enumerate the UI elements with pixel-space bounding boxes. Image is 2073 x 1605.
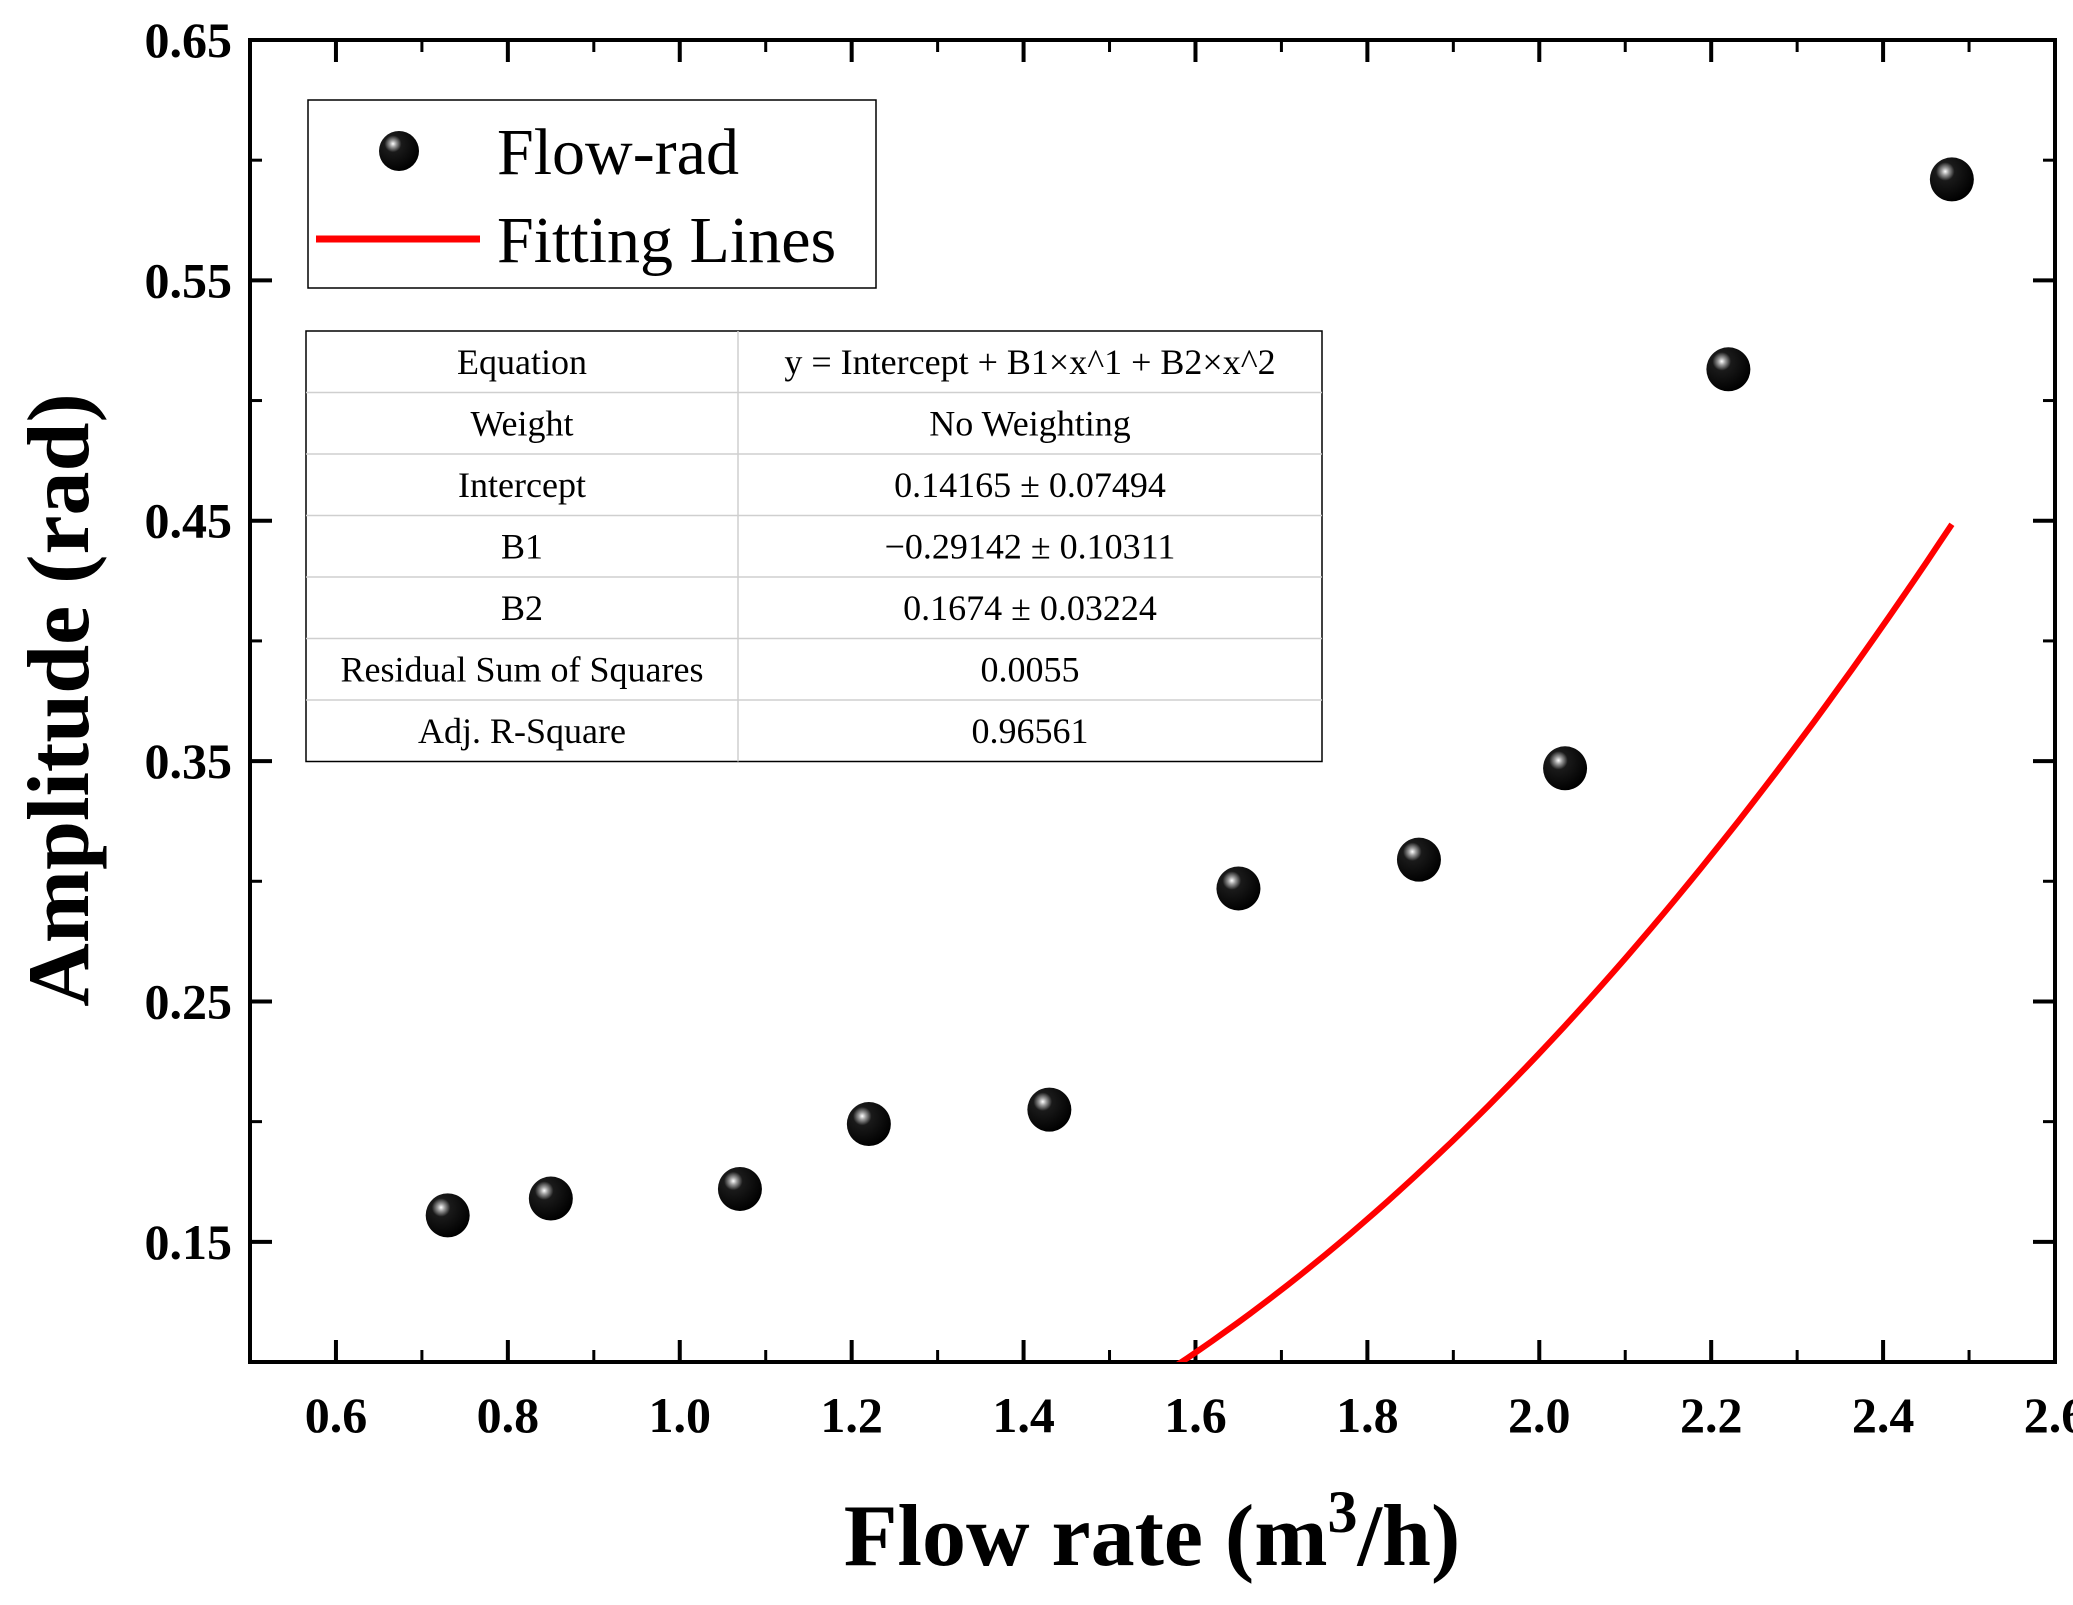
y-tick-label: 0.55 xyxy=(145,252,233,308)
data-point xyxy=(1543,746,1588,791)
x-tick-label: 2.6 xyxy=(2024,1387,2073,1443)
table-cell-label: Weight xyxy=(470,403,573,443)
legend: Flow-rad Fitting Lines xyxy=(307,99,877,289)
x-axis-title: Flow rate (m3/h) xyxy=(844,1479,1461,1585)
data-point xyxy=(846,1102,891,1147)
fit-curve-line xyxy=(1176,522,1955,1362)
legend-label-fitting-lines: Fitting Lines xyxy=(497,204,836,277)
table-cell-value: 0.1674 ± 0.03224 xyxy=(903,588,1157,628)
table-cell-label: B1 xyxy=(501,526,543,566)
y-tick-label: 0.45 xyxy=(145,493,233,549)
y-axis-title: Amplitude (rad) xyxy=(11,393,108,1007)
data-point xyxy=(1929,157,1974,202)
legend-marker-flow-rad xyxy=(379,131,419,171)
y-tick-label: 0.65 xyxy=(145,12,233,68)
data-point xyxy=(717,1166,762,1211)
data-point xyxy=(528,1176,573,1221)
x-tick-label: 2.0 xyxy=(1508,1387,1571,1443)
table-cell-value: 0.14165 ± 0.07494 xyxy=(894,465,1166,505)
legend-box xyxy=(307,99,877,289)
table-cell-label: Residual Sum of Squares xyxy=(341,649,704,689)
x-tick-label: 2.4 xyxy=(1852,1387,1915,1443)
data-point xyxy=(425,1193,470,1238)
x-tick-label: 0.6 xyxy=(305,1387,368,1443)
y-tick-label: 0.35 xyxy=(145,733,233,789)
fit-results-table: Equation y = Intercept + B1×x^1 + B2×x^2 W… xyxy=(305,330,1323,763)
table-cell-value: −0.29142 ± 0.10311 xyxy=(885,526,1176,566)
data-point xyxy=(1027,1087,1072,1132)
table-cell-value: 0.0055 xyxy=(981,649,1080,689)
x-tick-label: 1.0 xyxy=(649,1387,712,1443)
table-cell-value: No Weighting xyxy=(929,403,1130,443)
plot-frame xyxy=(248,38,2057,1364)
table-cell-label: Equation xyxy=(457,342,587,382)
table-border xyxy=(305,330,1323,763)
x-tick-label: 2.2 xyxy=(1680,1387,1743,1443)
y-tick-label: 0.25 xyxy=(145,973,233,1029)
x-tick-label: 1.8 xyxy=(1336,1387,1399,1443)
data-point xyxy=(1396,837,1441,882)
table-cell-value: 0.96561 xyxy=(972,711,1089,751)
y-tick-label: 0.15 xyxy=(145,1214,233,1270)
data-point xyxy=(1216,866,1261,911)
x-tick-label: 1.2 xyxy=(820,1387,883,1443)
x-tick-label: 0.8 xyxy=(477,1387,540,1443)
legend-label-flow-rad: Flow-rad xyxy=(497,116,739,189)
table-cell-label: Adj. R-Square xyxy=(418,711,626,751)
data-point xyxy=(1706,347,1751,392)
x-tick-label: 1.6 xyxy=(1164,1387,1227,1443)
x-tick-label: 1.4 xyxy=(992,1387,1055,1443)
table-cell-value: y = Intercept + B1×x^1 + B2×x^2 xyxy=(784,342,1275,382)
table-cell-label: B2 xyxy=(501,588,543,628)
table-cell-label: Intercept xyxy=(458,465,586,505)
